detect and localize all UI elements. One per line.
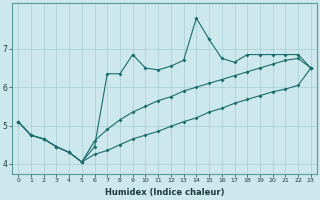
X-axis label: Humidex (Indice chaleur): Humidex (Indice chaleur) bbox=[105, 188, 224, 197]
